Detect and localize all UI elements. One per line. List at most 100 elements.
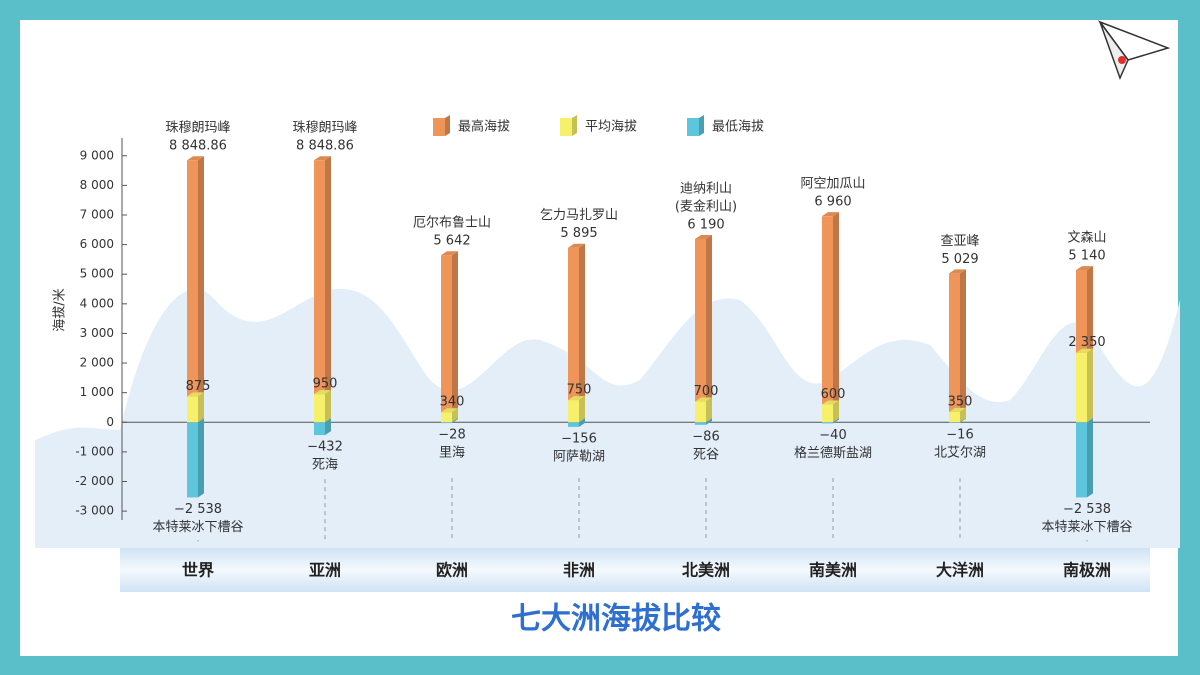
chart-title: 七大洲海拔比较 — [511, 602, 721, 637]
value-label: 8 848.86 — [296, 139, 354, 154]
value-label: −16 — [946, 427, 973, 442]
y-tick-label: 0 — [106, 415, 114, 429]
bar-highest-side — [960, 269, 966, 423]
bar-average-top — [949, 407, 966, 412]
value-label: −86 — [692, 429, 719, 444]
bar-lowest-side — [1087, 418, 1093, 498]
value-label: −2 538 — [174, 502, 222, 517]
average-label: 875 — [186, 379, 211, 394]
y-tick-label: -2 000 — [75, 474, 114, 488]
low-name: 格兰德斯盐湖 — [794, 445, 872, 461]
y-tick-label: 9 000 — [80, 148, 114, 162]
bar-lowest — [187, 422, 198, 498]
y-tick-label: 6 000 — [80, 237, 114, 251]
x-tick-label: 亚洲 — [309, 561, 341, 580]
value-label: −432 — [307, 440, 343, 455]
bar-lowest-side — [198, 418, 204, 498]
value-label: 5 029 — [941, 252, 978, 267]
bar-highest-side — [198, 156, 204, 423]
bar-highest — [314, 160, 325, 423]
bar-highest-side — [706, 234, 712, 423]
x-tick-label: 欧洲 — [436, 561, 468, 580]
peak-name: 厄尔布鲁士山 — [413, 216, 491, 231]
bar-average-side — [706, 397, 712, 423]
value-label: 6 960 — [814, 195, 851, 210]
average-label: 340 — [440, 395, 465, 410]
value-label: −40 — [819, 428, 846, 443]
value-label: 5 642 — [433, 234, 470, 249]
peak-name: 文森山 — [1067, 231, 1106, 246]
x-tick-label: 非洲 — [563, 561, 595, 580]
y-tick-label: 3 000 — [80, 326, 114, 340]
bar-lowest — [695, 422, 706, 425]
bar-average-top — [187, 392, 204, 397]
bar-highest-side — [833, 212, 839, 423]
category-band — [120, 548, 1150, 592]
low-name: 死海 — [312, 458, 338, 473]
bar-lowest-side — [452, 418, 458, 424]
low-name: 本特莱冰下槽谷 — [152, 520, 243, 535]
legend-swatch — [687, 118, 699, 136]
paper-plane — [1097, 20, 1171, 81]
bar-average — [949, 411, 960, 423]
x-tick-label: 北美洲 — [682, 561, 730, 580]
bar-highest — [187, 160, 198, 423]
bar-highest-top — [949, 269, 966, 274]
bar-average-top — [568, 396, 585, 401]
bar-average-side — [452, 408, 458, 423]
bar-average-top — [1076, 348, 1093, 353]
bar-average-side — [198, 392, 204, 423]
bar-average — [441, 412, 452, 423]
value-label: 6 190 — [687, 217, 724, 232]
bar-lowest-side — [833, 418, 839, 424]
bar-highest-top — [568, 243, 585, 248]
bar-average — [695, 401, 706, 423]
peak-name: 珠穆朗玛峰 — [292, 121, 357, 136]
bar-highest-top — [187, 156, 204, 161]
bar-lowest-side — [706, 418, 712, 425]
average-label: 700 — [694, 384, 719, 399]
bar-lowest — [822, 422, 833, 424]
legend-label: 最高海拔 — [458, 119, 510, 135]
bar-highest-side — [325, 156, 331, 423]
bar-highest-side — [452, 251, 458, 423]
bar-lowest — [441, 422, 452, 424]
y-tick-label: 4 000 — [80, 296, 114, 310]
bar-highest — [949, 273, 960, 423]
value-label: −28 — [438, 428, 465, 443]
bar-average-side — [1087, 348, 1093, 423]
bar-highest-top — [822, 212, 839, 217]
bar-average — [822, 404, 833, 423]
bar-highest — [695, 238, 706, 423]
average-label: 950 — [313, 377, 338, 392]
x-tick-label: 大洋洲 — [936, 561, 984, 580]
bar-lowest-side — [960, 418, 966, 423]
bar-average — [568, 400, 579, 423]
low-name: 本特莱冰下槽谷 — [1041, 520, 1132, 535]
x-tick-label: 世界 — [182, 561, 214, 580]
bar-average-top — [695, 397, 712, 402]
bar-average-side — [579, 396, 585, 423]
bar-lowest — [1076, 422, 1087, 498]
y-tick-label: 5 000 — [80, 267, 114, 281]
bar-highest-side — [579, 243, 585, 423]
y-tick-label: -3 000 — [75, 504, 114, 518]
low-name: 阿萨勒湖 — [553, 449, 605, 464]
low-name: 里海 — [439, 446, 465, 461]
bar-lowest-side — [325, 418, 331, 436]
bar-highest — [441, 255, 452, 423]
y-tick-label: 7 000 — [80, 207, 114, 221]
average-label: 600 — [821, 387, 846, 402]
legend-swatch — [433, 118, 445, 136]
legend-swatch-side — [572, 115, 577, 136]
legend-swatch-side — [699, 115, 704, 136]
peak-name: 阿空加瓜山 — [800, 177, 865, 192]
bar-average-side — [960, 407, 966, 423]
y-tick-label: 1 000 — [80, 385, 114, 399]
x-tick-label: 南极洲 — [1063, 561, 1111, 580]
bar-average-top — [822, 400, 839, 405]
legend-label: 平均海拔 — [585, 120, 637, 135]
y-axis-label: 海拔/米 — [53, 288, 68, 331]
bar-average — [314, 394, 325, 423]
